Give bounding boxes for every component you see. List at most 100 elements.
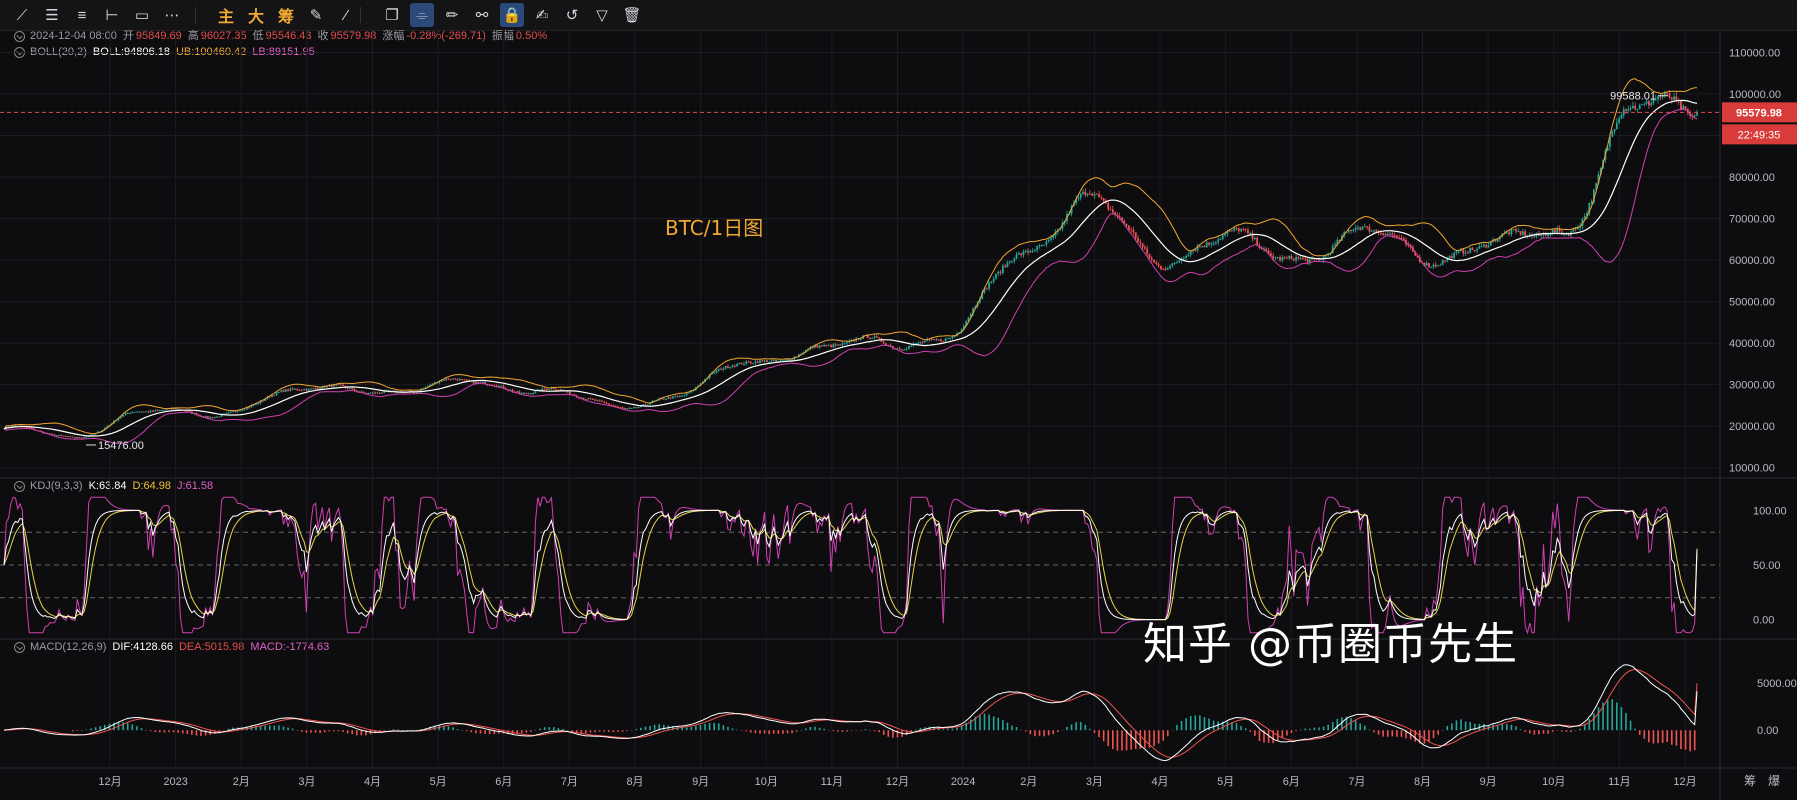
macd-bar bbox=[1208, 718, 1210, 731]
candle-body bbox=[1505, 232, 1508, 234]
collapse-chevron-icon[interactable] bbox=[14, 30, 25, 42]
candle-body bbox=[376, 392, 379, 394]
main-chart-toggle-button[interactable]: 主 bbox=[217, 9, 234, 26]
candle-body bbox=[197, 415, 200, 417]
candle-body bbox=[138, 411, 141, 413]
candle-body bbox=[268, 396, 271, 398]
macd-bar bbox=[1102, 730, 1105, 742]
visibility-icon[interactable]: ⚯ bbox=[475, 7, 489, 24]
macd-bar bbox=[1309, 728, 1311, 731]
candle-body bbox=[300, 390, 303, 392]
brush-icon[interactable]: ⁄ bbox=[344, 6, 348, 24]
macd-bar bbox=[1235, 723, 1238, 731]
candle-body bbox=[1675, 96, 1678, 101]
candle-body bbox=[1583, 216, 1586, 219]
candle-body bbox=[1354, 227, 1357, 230]
macd-bar bbox=[1166, 730, 1169, 737]
more-icon[interactable]: ⋯ bbox=[164, 7, 180, 24]
candle-body bbox=[1235, 227, 1238, 229]
macd-bar bbox=[1341, 717, 1343, 731]
rectangle-icon[interactable]: ▭ bbox=[134, 7, 150, 24]
parallel-lines-icon[interactable]: ≡ bbox=[77, 6, 87, 24]
macd-bar bbox=[342, 730, 344, 732]
macd-bar bbox=[837, 730, 839, 732]
candle-body bbox=[788, 359, 791, 361]
candle-body bbox=[1444, 260, 1446, 262]
macd-bar bbox=[947, 728, 949, 731]
candle-body bbox=[619, 407, 622, 409]
macd-bar bbox=[1689, 730, 1691, 752]
pencil-icon[interactable]: ✏ bbox=[445, 7, 459, 24]
macd-bar bbox=[1286, 730, 1288, 736]
note-edit-icon[interactable]: ✍ bbox=[535, 7, 549, 24]
candle-body bbox=[1668, 93, 1671, 98]
macd-bar bbox=[493, 730, 496, 735]
candle-body bbox=[163, 409, 166, 411]
candle-body bbox=[53, 434, 56, 436]
candle-body bbox=[475, 381, 477, 384]
collapse-chevron-icon[interactable] bbox=[14, 641, 25, 653]
macd-bar bbox=[1212, 720, 1215, 731]
candle-body bbox=[342, 384, 344, 386]
candle-body bbox=[103, 427, 106, 430]
macd-bar bbox=[539, 728, 541, 731]
candle-body bbox=[1434, 264, 1437, 267]
macd-bar bbox=[104, 724, 106, 731]
x-tick-label: 12月 bbox=[98, 776, 121, 788]
measure-icon[interactable]: ⌯ bbox=[410, 3, 434, 27]
candle-body bbox=[930, 338, 933, 340]
candle-body bbox=[1091, 193, 1094, 196]
kdj-k-line bbox=[3, 509, 1698, 621]
collapse-chevron-icon[interactable] bbox=[14, 480, 25, 492]
macd-bar bbox=[488, 730, 491, 735]
candle-body bbox=[724, 366, 727, 369]
chip-toggle-button[interactable]: 筹 bbox=[277, 9, 294, 26]
candle-body bbox=[365, 392, 367, 394]
kdj-name[interactable]: KDJ(9,3,3) bbox=[30, 480, 83, 492]
macd-dea-line bbox=[3, 668, 1698, 758]
macd-bar bbox=[869, 730, 871, 731]
macd-bar bbox=[498, 730, 500, 734]
horizontal-rays-icon[interactable]: ☰ bbox=[45, 7, 59, 24]
kdj-tick-label: 100.00 bbox=[1753, 505, 1787, 517]
macd-bar bbox=[392, 729, 395, 731]
macd-bar bbox=[319, 730, 321, 733]
trend-line-icon[interactable]: ⟋ bbox=[16, 6, 28, 24]
candle-body bbox=[965, 321, 968, 326]
candle-body bbox=[264, 399, 267, 401]
macd-bar bbox=[475, 730, 477, 734]
macd-bar bbox=[1382, 730, 1384, 737]
candle-body bbox=[456, 379, 459, 381]
trash-icon[interactable]: 🗑 bbox=[622, 7, 642, 24]
macd-bar bbox=[1116, 730, 1119, 751]
macd-bar bbox=[1034, 730, 1036, 737]
macd-name[interactable]: MACD(12,26,9) bbox=[30, 641, 107, 653]
price-tick-label: 10000.00 bbox=[1729, 463, 1775, 475]
horizontal-line-icon[interactable]: ⊢ bbox=[105, 7, 119, 24]
macd-bar bbox=[456, 729, 459, 731]
large-toggle-button[interactable]: 大 bbox=[247, 9, 264, 26]
candle-body bbox=[765, 360, 768, 363]
candle-body bbox=[493, 385, 496, 387]
candle-body bbox=[963, 325, 965, 330]
filter-icon[interactable]: ▽ bbox=[596, 7, 608, 24]
macd-bar bbox=[1052, 730, 1055, 735]
candle-body bbox=[591, 399, 594, 401]
candle-body bbox=[282, 390, 285, 392]
candle-body bbox=[1347, 230, 1350, 233]
candle-body bbox=[204, 416, 207, 418]
lock-icon[interactable]: 🔒 bbox=[500, 3, 524, 27]
candle-body bbox=[525, 392, 528, 394]
ruler-edit-icon[interactable]: ✎ bbox=[309, 7, 323, 24]
candle-body bbox=[527, 393, 530, 395]
candle-body bbox=[1093, 193, 1096, 196]
macd-bar bbox=[1011, 725, 1013, 731]
boll-lower-band bbox=[3, 108, 1698, 445]
macd-bar bbox=[635, 729, 638, 731]
candle-body bbox=[252, 405, 255, 407]
magnet-icon[interactable]: ↺ bbox=[565, 7, 579, 24]
copy-icon[interactable]: ❐ bbox=[385, 7, 399, 24]
candle-body bbox=[775, 359, 777, 362]
ohlc-amplitude: 0.50% bbox=[515, 30, 548, 42]
